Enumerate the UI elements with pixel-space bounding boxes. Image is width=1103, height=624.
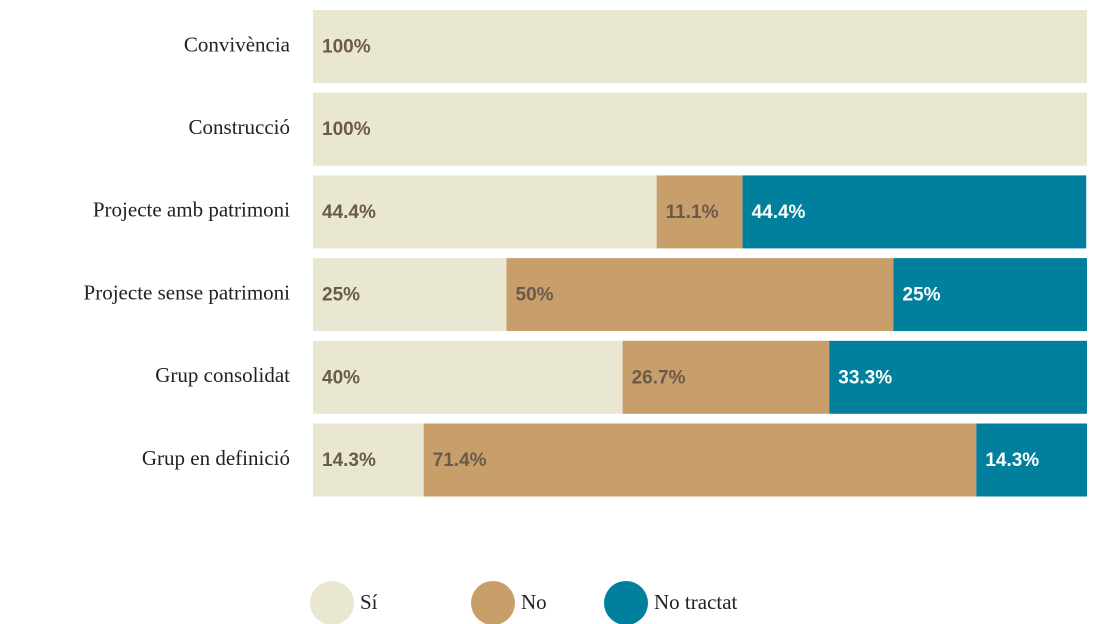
data-label: 33.3%: [838, 367, 892, 388]
category-label: Projecte sense patrimoni: [84, 280, 291, 304]
category-label: Convivència: [184, 32, 291, 56]
data-label: 40%: [322, 367, 360, 388]
data-label: 14.3%: [322, 450, 376, 471]
bar-segment: [976, 423, 1087, 497]
bar-segment: [893, 258, 1087, 332]
data-label: 44.4%: [752, 202, 806, 223]
data-label: 25%: [903, 285, 941, 306]
category-label: Projecte amb patrimoni: [93, 198, 290, 222]
data-label: 11.1%: [666, 202, 719, 223]
legend-label: No: [521, 590, 547, 614]
data-label: 50%: [516, 285, 554, 306]
bar-segment: [742, 175, 1087, 249]
data-label: 25%: [322, 285, 360, 306]
legend-swatch: [310, 581, 354, 624]
legend-swatch: [604, 581, 648, 624]
category-label: Grup consolidat: [155, 363, 290, 387]
bar-segment: [423, 423, 977, 497]
bar-segment: [313, 92, 1087, 166]
bar-segment: [313, 340, 623, 414]
data-label: 14.3%: [985, 450, 1039, 471]
bar-segment: [506, 258, 894, 332]
data-label: 44.4%: [322, 202, 376, 223]
data-label: 100%: [322, 37, 371, 58]
bar-segment: [622, 340, 830, 414]
bar-segment: [313, 10, 1087, 83]
category-label: Grup en definició: [142, 446, 290, 470]
legend-label: No tractat: [654, 590, 738, 614]
data-label: 71.4%: [433, 450, 487, 471]
bar-segment: [313, 175, 657, 249]
bar-segment: [829, 340, 1087, 414]
bar-segment: [313, 423, 424, 497]
legend-swatch: [471, 581, 515, 624]
bar-segment: [313, 258, 507, 332]
data-label: 100%: [322, 119, 371, 140]
data-label: 26.7%: [632, 367, 686, 388]
bar-segment: [656, 175, 743, 249]
category-label: Construcció: [189, 115, 290, 139]
legend-label: Sí: [360, 590, 378, 614]
